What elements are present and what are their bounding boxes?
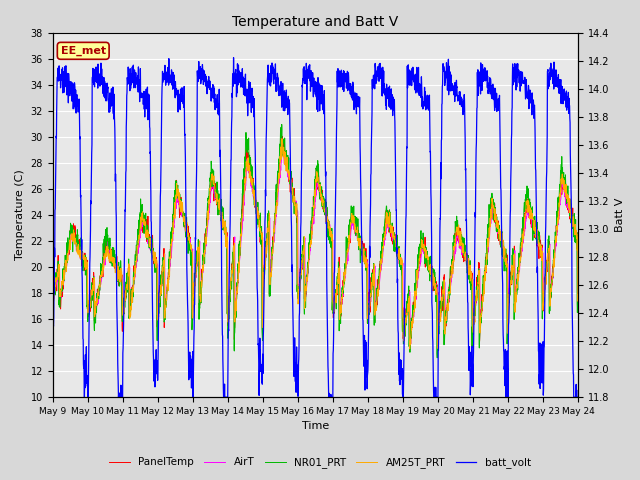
batt_volt <box>230 55 237 60</box>
Y-axis label: Batt V: Batt V <box>615 198 625 232</box>
AirT <box>49 296 56 302</box>
Line: AirT: AirT <box>52 148 578 342</box>
AirT <box>528 224 536 229</box>
NR01_PRT <box>543 265 550 271</box>
AM25T_PRT <box>574 291 582 297</box>
batt_volt <box>528 90 536 96</box>
PanelTemp <box>543 267 550 273</box>
batt_volt <box>342 72 350 78</box>
batt_volt <box>196 76 204 82</box>
AM25T_PRT <box>331 308 339 314</box>
AirT <box>574 291 582 297</box>
AirT <box>195 243 203 249</box>
AirT <box>399 339 407 345</box>
Text: EE_met: EE_met <box>61 46 106 56</box>
PanelTemp <box>468 278 476 284</box>
AM25T_PRT <box>468 281 476 287</box>
NR01_PRT <box>528 209 536 215</box>
PanelTemp <box>342 260 350 266</box>
Line: AM25T_PRT: AM25T_PRT <box>52 139 578 349</box>
AM25T_PRT <box>342 261 350 266</box>
PanelTemp <box>574 300 582 305</box>
batt_volt <box>574 394 582 400</box>
PanelTemp <box>331 309 339 314</box>
AirT <box>468 279 476 285</box>
PanelTemp <box>49 300 56 306</box>
PanelTemp <box>528 209 536 215</box>
Line: NR01_PRT: NR01_PRT <box>52 124 578 358</box>
Line: batt_volt: batt_volt <box>52 58 578 397</box>
AM25T_PRT <box>49 300 56 305</box>
AM25T_PRT <box>543 267 550 273</box>
X-axis label: Time: Time <box>302 421 329 432</box>
AM25T_PRT <box>406 346 413 352</box>
PanelTemp <box>406 349 413 355</box>
AM25T_PRT <box>195 244 203 250</box>
AirT <box>278 145 286 151</box>
NR01_PRT <box>468 324 476 329</box>
batt_volt <box>468 360 476 366</box>
Title: Temperature and Batt V: Temperature and Batt V <box>232 15 399 29</box>
Line: PanelTemp: PanelTemp <box>52 134 578 352</box>
NR01_PRT <box>433 355 441 360</box>
batt_volt <box>81 394 88 400</box>
NR01_PRT <box>195 300 203 306</box>
Legend: PanelTemp, AirT, NR01_PRT, AM25T_PRT, batt_volt: PanelTemp, AirT, NR01_PRT, AM25T_PRT, ba… <box>105 453 535 472</box>
Y-axis label: Temperature (C): Temperature (C) <box>15 169 25 261</box>
AirT <box>342 264 350 270</box>
NR01_PRT <box>574 302 582 308</box>
batt_volt <box>49 363 56 369</box>
NR01_PRT <box>342 249 350 255</box>
AirT <box>543 268 550 274</box>
NR01_PRT <box>49 289 56 295</box>
PanelTemp <box>278 131 285 137</box>
batt_volt <box>543 169 550 175</box>
NR01_PRT <box>278 121 285 127</box>
AM25T_PRT <box>278 136 286 142</box>
NR01_PRT <box>331 304 339 310</box>
PanelTemp <box>195 305 203 311</box>
AM25T_PRT <box>528 216 536 222</box>
AirT <box>331 300 339 305</box>
batt_volt <box>331 256 339 262</box>
